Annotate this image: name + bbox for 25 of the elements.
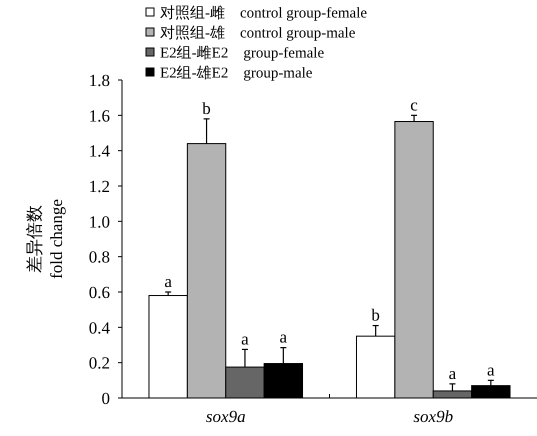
data-label: b bbox=[371, 306, 380, 325]
y-axis-title: 差异倍数 fold change bbox=[25, 199, 66, 279]
y-tick-label: 1.0 bbox=[88, 212, 110, 232]
legend-label: E2组-雄E2 group-male bbox=[160, 64, 313, 82]
y-tick-label: 0.8 bbox=[88, 248, 110, 267]
data-label: c bbox=[410, 95, 418, 114]
data-label: a bbox=[280, 328, 288, 347]
y-tick-label: 0 bbox=[102, 388, 110, 408]
legend-label: E2组-雌E2 group-female bbox=[160, 44, 324, 62]
y-tick-label: 1.6 bbox=[88, 106, 110, 126]
legend-label: 对照组-雌 control group-female bbox=[160, 4, 368, 22]
y-tick-label: 0.2 bbox=[88, 354, 110, 373]
y-tick-label: 0.6 bbox=[88, 282, 110, 302]
y-tick-label: 1.2 bbox=[88, 176, 110, 196]
x-tick-label: sox9a bbox=[206, 407, 246, 426]
y-tick-label: 1.8 bbox=[88, 70, 110, 90]
y-tick-label: 0.4 bbox=[88, 318, 110, 338]
y-tick-label: 1.4 bbox=[88, 142, 110, 161]
x-tick-label: sox9b bbox=[413, 407, 454, 426]
data-label: b bbox=[202, 98, 211, 118]
legend-label: 对照组-雄 control group-male bbox=[160, 24, 356, 42]
data-label: a bbox=[448, 364, 457, 383]
data-label: a bbox=[241, 329, 250, 348]
data-label: a bbox=[487, 360, 496, 380]
data-label: a bbox=[164, 272, 172, 291]
